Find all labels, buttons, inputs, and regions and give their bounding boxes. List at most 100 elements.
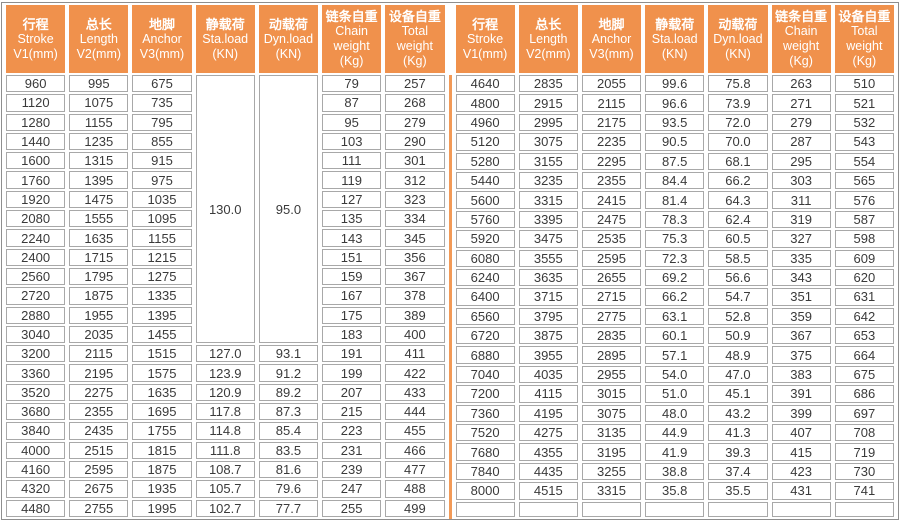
table-cell: 87 bbox=[322, 94, 382, 112]
table-cell: 135 bbox=[322, 210, 382, 228]
table-cell: 38.8 bbox=[645, 462, 705, 481]
table-cell bbox=[708, 501, 768, 517]
table-cell: 3255 bbox=[581, 462, 642, 481]
table-row: 6240 3635 2655 69.2 56.6 343 620 bbox=[455, 268, 894, 287]
table-cell: 5440 bbox=[455, 171, 515, 190]
table-row: 3520 2275 1635 120.9 89.2 207 433 bbox=[6, 383, 445, 402]
table-cell: 1755 bbox=[132, 422, 192, 440]
table-cell: 4275 bbox=[518, 424, 578, 442]
table-cell: 2835 bbox=[581, 327, 642, 345]
table-cell: 37.4 bbox=[708, 462, 768, 481]
table-row: 2880 1955 1395 175 389 bbox=[6, 306, 445, 324]
table-cell: 111.8 bbox=[195, 441, 255, 459]
table-cell: 290 bbox=[385, 132, 445, 151]
table-cell: 66.2 bbox=[645, 288, 705, 306]
table-cell: 1935 bbox=[132, 480, 192, 498]
table-cell: 741 bbox=[834, 482, 894, 500]
table-cell: 399 bbox=[771, 404, 831, 423]
table-row: 3040 2035 1455 183 400 bbox=[6, 325, 445, 344]
table-cell: 83.5 bbox=[258, 441, 319, 459]
table-cell: 73.9 bbox=[708, 94, 768, 112]
table-cell: 1815 bbox=[132, 441, 192, 459]
merged-dyn-load-cell: 95.0 bbox=[258, 75, 319, 344]
table-cell: 4515 bbox=[518, 482, 578, 500]
table-cell: 521 bbox=[834, 94, 894, 112]
table-cell: 1920 bbox=[6, 190, 66, 209]
table-cell: 2715 bbox=[581, 288, 642, 306]
table-cell: 3200 bbox=[6, 345, 66, 363]
table-cell: 1795 bbox=[69, 267, 129, 286]
table-cell: 1395 bbox=[69, 171, 129, 189]
table-cell: 268 bbox=[385, 94, 445, 112]
table-cell: 87.3 bbox=[258, 403, 319, 421]
table-cell: 1575 bbox=[132, 364, 192, 382]
table-row: 6720 3875 2835 60.1 50.9 367 653 bbox=[455, 327, 894, 345]
table-row: 6880 3955 2895 57.1 48.9 375 664 bbox=[455, 346, 894, 364]
table-cell: 400 bbox=[385, 325, 445, 344]
table-cell: 960 bbox=[6, 75, 66, 93]
table-cell: 1555 bbox=[69, 210, 129, 228]
table-divider bbox=[448, 3, 452, 519]
table-cell: 319 bbox=[771, 210, 831, 229]
table-cell: 697 bbox=[834, 404, 894, 423]
table-cell: 2720 bbox=[6, 287, 66, 305]
table-cell: 488 bbox=[385, 480, 445, 498]
table-cell: 312 bbox=[385, 171, 445, 189]
table-cell: 64.3 bbox=[708, 191, 768, 209]
column-header: 动载荷 Dyn.load (KN) bbox=[258, 5, 319, 73]
table-cell: 1875 bbox=[69, 287, 129, 305]
table-cell: 57.1 bbox=[645, 346, 705, 364]
column-header: 链条自重 Chain weight (Kg) bbox=[771, 5, 831, 73]
table-cell: 2055 bbox=[581, 75, 642, 93]
table-row: 3200 2115 1515 127.0 93.1 191 411 bbox=[6, 345, 445, 363]
table-row: 7200 4115 3015 51.0 45.1 391 686 bbox=[455, 385, 894, 403]
table-cell: 84.4 bbox=[645, 171, 705, 190]
table-row: 6560 3795 2775 63.1 52.8 359 642 bbox=[455, 307, 894, 326]
table-row: 4800 2915 2115 96.6 73.9 271 521 bbox=[455, 94, 894, 112]
table-cell: 995 bbox=[69, 75, 129, 93]
table-cell: 3635 bbox=[518, 268, 578, 287]
table-cell: 1335 bbox=[132, 287, 192, 305]
table-cell: 81.6 bbox=[258, 460, 319, 479]
table-cell: 63.1 bbox=[645, 307, 705, 326]
table-row: 6400 3715 2715 66.2 54.7 351 631 bbox=[455, 288, 894, 306]
table-cell bbox=[455, 501, 515, 517]
table-cell: 2275 bbox=[69, 383, 129, 402]
column-header: 行程 Stroke V1(mm) bbox=[455, 5, 515, 73]
table-cell: 105.7 bbox=[195, 480, 255, 498]
table-cell: 44.9 bbox=[645, 424, 705, 442]
table-row: 1120 1075 735 87 268 bbox=[6, 94, 445, 112]
merged-sta-load-cell: 130.0 bbox=[195, 75, 255, 344]
table-cell: 8000 bbox=[455, 482, 515, 500]
table-cell: 45.1 bbox=[708, 385, 768, 403]
table-cell: 3520 bbox=[6, 383, 66, 402]
table-cell: 279 bbox=[771, 113, 831, 132]
table-cell: 263 bbox=[771, 75, 831, 93]
table-cell: 356 bbox=[385, 248, 445, 266]
table-cell: 117.8 bbox=[195, 403, 255, 421]
table-cell: 334 bbox=[385, 210, 445, 228]
table-cell bbox=[771, 501, 831, 517]
table-cell: 90.5 bbox=[645, 133, 705, 151]
table-row: 2400 1715 1215 151 356 bbox=[6, 248, 445, 266]
table-cell: 415 bbox=[771, 443, 831, 461]
table-cell: 85.4 bbox=[258, 422, 319, 440]
table-cell: 1875 bbox=[132, 460, 192, 479]
spec-table-right-panel: 行程 Stroke V1(mm) 总长 Length V2(mm) 地脚 Anchor V3(m… bbox=[452, 3, 899, 519]
table-cell: 175 bbox=[322, 306, 382, 324]
table-cell: 3135 bbox=[581, 424, 642, 442]
table-cell: 1215 bbox=[132, 248, 192, 266]
table-cell: 143 bbox=[322, 229, 382, 247]
table-cell: 2535 bbox=[581, 230, 642, 248]
table-cell: 2955 bbox=[581, 365, 642, 384]
table-cell: 351 bbox=[771, 288, 831, 306]
table-cell: 6560 bbox=[455, 307, 515, 326]
table-cell: 103 bbox=[322, 132, 382, 151]
table-cell: 1635 bbox=[69, 229, 129, 247]
table-cell: 271 bbox=[771, 94, 831, 112]
table-cell: 41.3 bbox=[708, 424, 768, 442]
table-cell: 4355 bbox=[518, 443, 578, 461]
table-cell: 215 bbox=[322, 403, 382, 421]
table-cell: 5120 bbox=[455, 133, 515, 151]
